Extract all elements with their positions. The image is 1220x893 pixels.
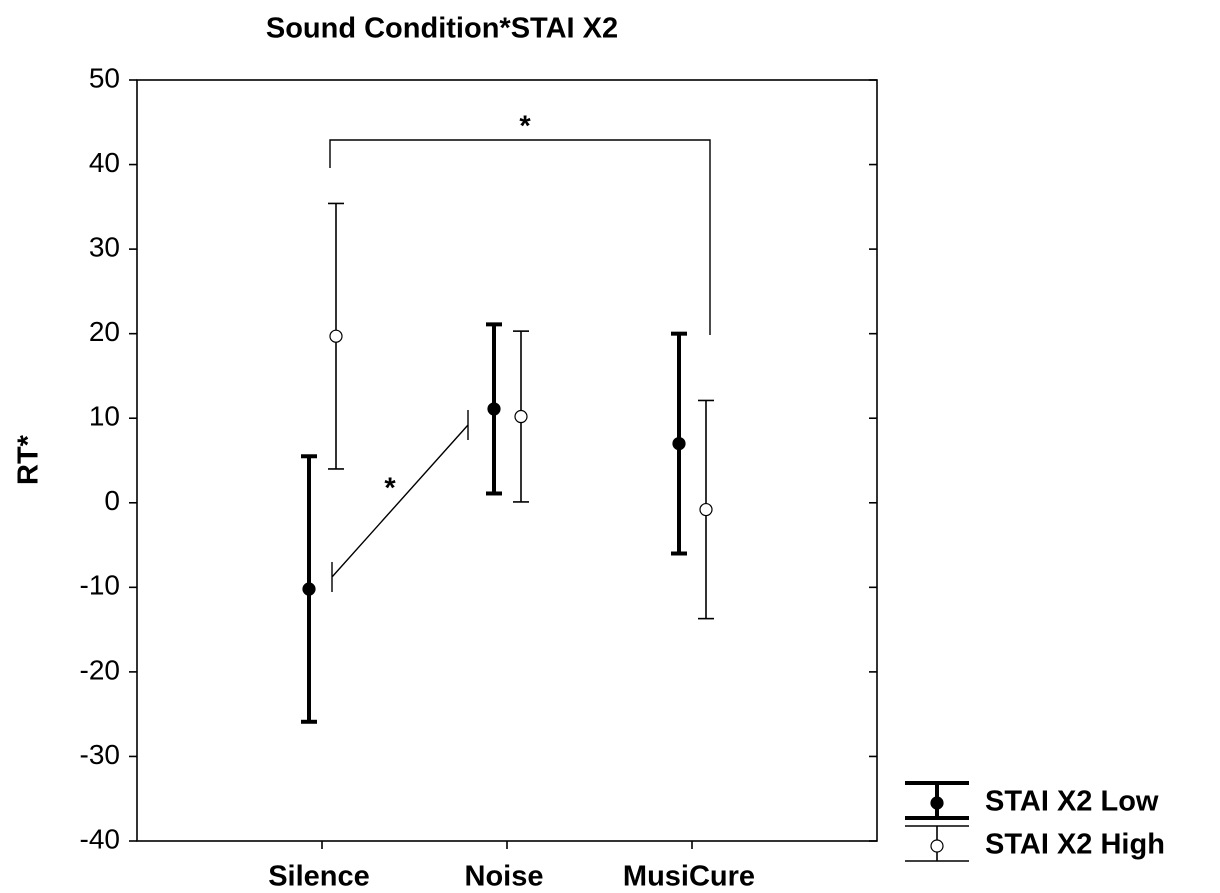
x-tick-label: Noise [465, 861, 544, 893]
mean-marker [699, 502, 713, 517]
y-tick-label: -40 [80, 823, 120, 854]
mean-marker [302, 582, 316, 596]
legend-label: STAI X2 Low [985, 786, 1159, 818]
x-tick-label: Silence [268, 861, 370, 893]
y-tick-label: 20 [89, 316, 120, 347]
significance-star: * [384, 473, 396, 505]
y-tick-label: -20 [80, 654, 120, 685]
mean-marker [329, 329, 343, 343]
y-tick-label: 40 [89, 147, 120, 178]
significance-star: * [519, 111, 531, 143]
plot-frame [136, 79, 878, 842]
y-tick-label: 50 [89, 62, 120, 93]
significance-bracket [331, 410, 469, 592]
significance-bracket [329, 139, 711, 335]
legend-marker [930, 839, 944, 853]
y-tick-label: -10 [80, 570, 120, 601]
y-tick-label: 30 [89, 232, 120, 263]
y-axis-label: RT* [13, 434, 45, 485]
y-tick-label: 10 [89, 401, 120, 432]
y-tick-label: -30 [80, 739, 120, 770]
legend-marker [930, 796, 944, 810]
mean-marker [672, 436, 686, 451]
mean-marker [487, 402, 501, 416]
legend-label: STAI X2 High [985, 829, 1165, 861]
chart-title: Sound Condition*STAI X2 [266, 13, 618, 45]
x-tick-label: MusiCure [623, 861, 755, 893]
mean-marker [514, 409, 528, 424]
y-tick-label: 0 [104, 485, 120, 516]
